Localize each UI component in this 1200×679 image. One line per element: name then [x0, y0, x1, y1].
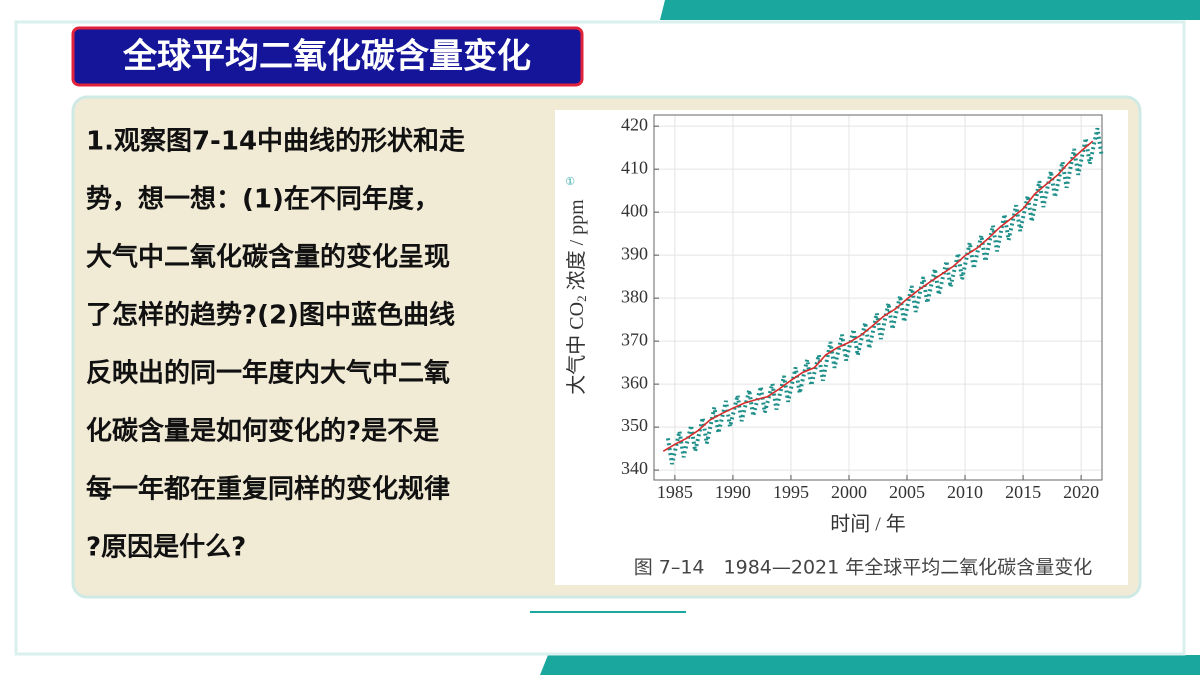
x-tick-label: 1990 — [715, 482, 751, 502]
question-line: 了怎样的趋势?(2)图中蓝色曲线 — [86, 300, 455, 331]
footnote-mark: ① — [565, 175, 575, 188]
y-axis-label: 大气中 CO2 浓度 / ppm — [565, 199, 589, 395]
figure — [555, 110, 1128, 585]
x-tick-label: 2005 — [889, 482, 925, 502]
y-tick-label: 410 — [621, 157, 648, 177]
title-box — [71, 26, 584, 87]
question-line: ?原因是什么? — [86, 533, 246, 563]
frame — [14, 20, 1186, 656]
x-tick-label: 1985 — [657, 482, 693, 502]
y-tick-label: 360 — [621, 372, 648, 392]
question-line: 反映出的同一年度内大气中二氧 — [86, 358, 450, 389]
question-line: 每一年都在重复同样的变化规律 — [86, 474, 450, 505]
y-tick-label: 390 — [621, 243, 648, 263]
x-tick-label: 2015 — [1005, 482, 1041, 502]
y-tick-label: 350 — [621, 415, 648, 435]
series-line — [662, 140, 1094, 452]
plot-frame — [653, 114, 1103, 481]
question-line: 大气中二氧化碳含量的变化呈现 — [86, 242, 450, 273]
question-line: 化碳含量是如何变化的?是不是 — [86, 416, 439, 447]
y-tick-label: 340 — [621, 458, 648, 478]
y-tick-label: 370 — [621, 329, 648, 349]
figure-caption: 图 7–14 1984—2021 年全球平均二氧化碳含量变化 — [634, 557, 1093, 579]
y-tick-label: 420 — [621, 114, 648, 134]
series-line — [665, 127, 1104, 465]
y-label-sub: 2 — [574, 295, 589, 302]
x-tick-label: 2000 — [831, 482, 867, 502]
x-tick-label: 1995 — [773, 482, 809, 502]
x-tick-label: 2010 — [947, 482, 983, 502]
x-tick-label: 2020 — [1063, 482, 1099, 502]
question-line: 势，想一想：(1)在不同年度， — [86, 184, 440, 215]
bottom-band — [540, 655, 1200, 675]
top-band — [660, 0, 1200, 20]
question-line: 1.观察图7-14中曲线的形状和走 — [86, 126, 465, 157]
y-label-rest: 浓度 / ppm — [565, 199, 588, 296]
y-label-text: 大气中 CO — [565, 302, 588, 395]
y-tick-label: 400 — [621, 200, 648, 220]
title: 全球平均二氧化碳含量变化 — [122, 37, 531, 77]
x-axis-label: 时间 / 年 — [830, 513, 906, 536]
y-tick-label: 380 — [621, 286, 648, 306]
